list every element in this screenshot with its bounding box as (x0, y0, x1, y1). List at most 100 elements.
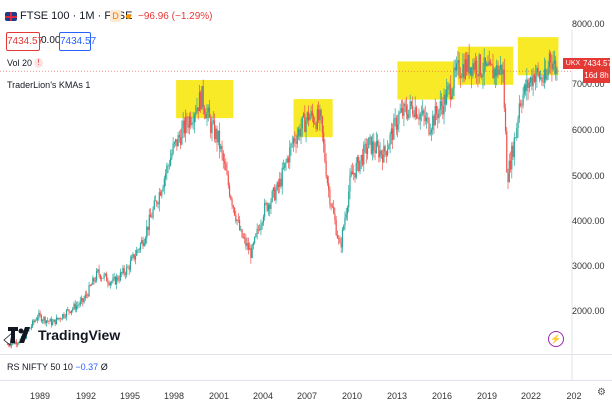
settings-gear-icon[interactable]: ⚙ (597, 387, 606, 398)
candle-body (63, 314, 65, 318)
rs-indicator-legend[interactable]: RS NIFTY 50 10 −0.37 Ø (7, 362, 108, 372)
candle-body (172, 143, 174, 154)
candle-body (97, 269, 99, 272)
candle-body (249, 248, 251, 250)
candle-body (331, 206, 334, 208)
x-tick-label: 1998 (163, 391, 185, 401)
tradingview-logo[interactable]: TradingView (8, 325, 121, 351)
candle-body (84, 294, 86, 299)
candle-body (281, 167, 283, 187)
symbol-title[interactable]: FTSE 100 · 1M · FTSE (20, 10, 133, 22)
candle-body (333, 206, 335, 214)
candle-body (277, 182, 280, 188)
kmas-indicator-label[interactable]: TraderLion's KMAs 1 (7, 80, 91, 90)
candle-body (123, 268, 125, 274)
candle-body (502, 69, 504, 75)
candle-body (50, 318, 53, 325)
pane-separator[interactable] (0, 354, 612, 355)
candle-body (449, 84, 451, 100)
candle-body (264, 202, 266, 217)
candle-body (62, 314, 64, 319)
candle-body (302, 113, 305, 117)
candle-body (192, 122, 194, 124)
candle-body (37, 317, 39, 320)
candle-body (474, 60, 477, 70)
candle-body (99, 274, 101, 279)
warning-icon[interactable]: ! (34, 58, 43, 68)
y-tick-label: 3000.00 (572, 261, 605, 271)
candle-body (198, 92, 201, 112)
logo-text: TradingView (38, 327, 121, 343)
candle-body (77, 305, 79, 306)
candle-body (225, 163, 227, 171)
candle-body (152, 209, 154, 218)
candle-body (45, 320, 48, 324)
candle-body (323, 132, 325, 144)
candle-body (257, 228, 260, 230)
candle-body (390, 128, 392, 135)
volume-indicator-label[interactable]: Vol 20 (7, 58, 33, 68)
candle-body (437, 113, 439, 119)
candle-body (335, 220, 337, 236)
candle-body (361, 154, 364, 165)
candle-body (101, 278, 103, 279)
candle-body (370, 136, 372, 154)
candle-body (68, 309, 70, 312)
candle-body (230, 195, 232, 200)
candle-body (138, 249, 140, 250)
buy-button[interactable]: 7434.57 (59, 32, 96, 51)
candle-body (360, 154, 362, 161)
candle-body (191, 122, 193, 125)
x-tick-label: 1995 (119, 391, 141, 401)
candle-body (43, 317, 45, 321)
candle-body (365, 143, 367, 154)
candle-body (183, 120, 185, 134)
candle-body (32, 320, 34, 327)
candle-body (552, 63, 554, 70)
candle-body (422, 110, 424, 114)
candle-body (453, 67, 455, 89)
candle-body (438, 109, 440, 119)
candle-body (251, 245, 253, 258)
candle-body (212, 120, 214, 123)
time-axis[interactable]: 1989 1992 1995 1998 2001 2004 2007 2010 … (0, 380, 612, 409)
sell-button[interactable]: 7434.57 (6, 32, 43, 51)
candle-body (402, 108, 404, 116)
candle-body (107, 281, 109, 284)
candle-body (517, 118, 519, 128)
candle-body (384, 146, 386, 152)
price-change: −96.96 (−1.29%) (138, 11, 213, 22)
candle-body (260, 225, 262, 231)
candle-body (550, 53, 552, 63)
candle-body (142, 239, 144, 247)
candle-body (223, 161, 226, 164)
candle-body (118, 280, 120, 281)
candle-body (88, 285, 90, 297)
candle-body (89, 285, 91, 286)
delayed-badge[interactable]: D (110, 10, 121, 22)
market-status-icon[interactable] (126, 14, 131, 19)
candle-body (259, 229, 261, 231)
lightning-icon[interactable]: ⚡ (548, 331, 564, 347)
candle-body (238, 220, 241, 230)
candle-body (364, 143, 366, 145)
candle-body (201, 86, 203, 110)
candle-body (518, 103, 520, 119)
candle-body (472, 63, 474, 76)
candle-body (267, 204, 270, 211)
candle-body (482, 74, 484, 77)
candle-body (368, 137, 370, 149)
candle-body (501, 64, 503, 75)
candle-body (250, 248, 252, 258)
candle-body (444, 94, 446, 105)
candle-body (156, 201, 158, 205)
candle-body (512, 145, 514, 157)
candle-body (274, 187, 276, 201)
candle-body (497, 65, 499, 75)
candle-body (90, 284, 93, 286)
x-tick-label: 2007 (296, 391, 318, 401)
x-tick-label: 2001 (208, 391, 230, 401)
candle-body (545, 68, 547, 80)
candle-body (137, 249, 139, 251)
